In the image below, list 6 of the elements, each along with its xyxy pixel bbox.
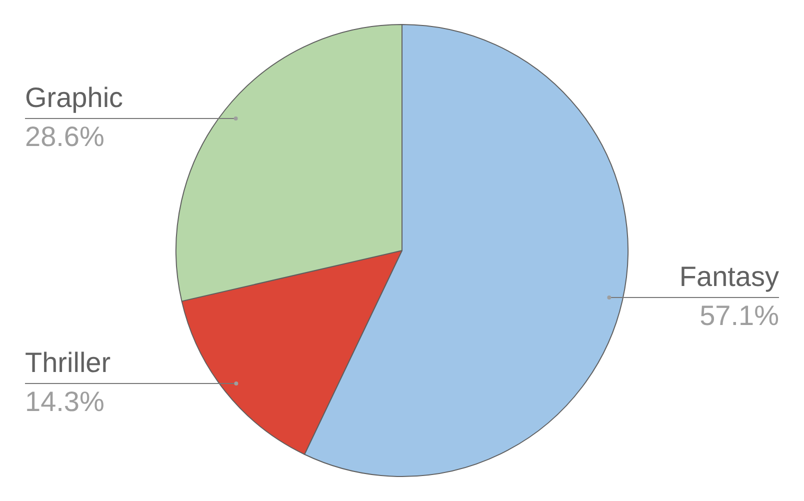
slice-label: Fantasy <box>679 261 779 292</box>
slice-label: Thriller <box>25 347 111 378</box>
data-label: 28.6% <box>25 121 104 152</box>
data-label: 57.1% <box>700 300 779 331</box>
slice-label: Graphic <box>25 82 124 113</box>
data-label: 14.3% <box>25 386 104 417</box>
